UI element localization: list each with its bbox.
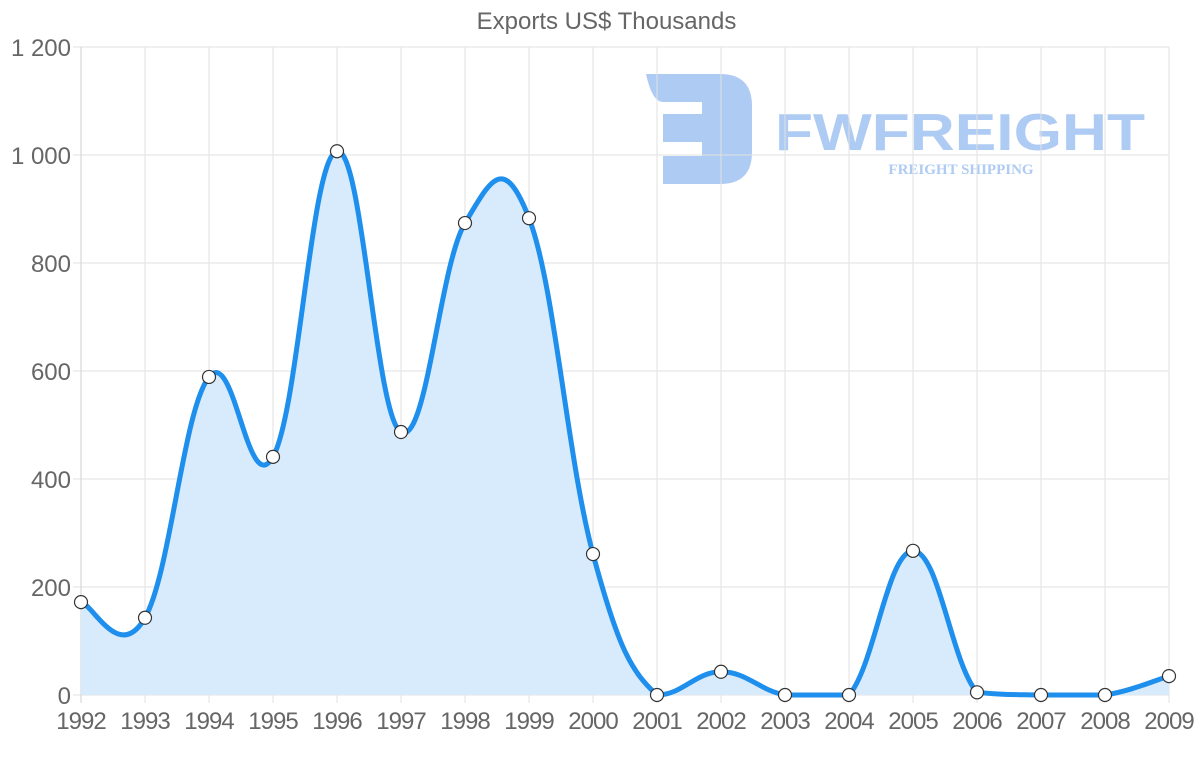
y-tick-label: 400	[31, 467, 71, 494]
x-tick-label: 1996	[312, 708, 362, 735]
x-tick-label: 1993	[120, 708, 170, 735]
x-tick-label: 2007	[1016, 708, 1066, 735]
x-tick-label: 1999	[504, 708, 554, 735]
data-point-marker[interactable]	[457, 215, 473, 231]
chart-title: Exports US$ Thousands	[476, 8, 737, 35]
watermark-brand: FWFREIGHT	[775, 104, 1145, 162]
x-tick-label: 2003	[760, 708, 810, 735]
y-tick-label: 800	[31, 251, 71, 278]
x-tick-label: 1997	[376, 708, 426, 735]
logo-mark-icon	[646, 74, 752, 184]
series-line	[78, 148, 1172, 698]
data-point-marker[interactable]	[137, 610, 153, 625]
y-tick-label: 1 000	[11, 143, 71, 170]
x-tick-label: 2005	[888, 708, 938, 735]
y-tick-label: 600	[31, 359, 71, 386]
x-tick-label: 2008	[1080, 708, 1130, 735]
y-axis: 0 200 400 600 800 1 000 1 200	[11, 35, 71, 710]
data-point-marker[interactable]	[841, 687, 857, 703]
data-point-marker[interactable]	[1033, 687, 1049, 703]
data-point-marker[interactable]	[649, 687, 665, 703]
data-points	[73, 144, 1177, 703]
x-tick-label: 2009	[1144, 708, 1194, 735]
data-point-marker[interactable]	[905, 543, 921, 558]
watermark-logo: FWFREIGHT FREIGHT SHIPPING	[646, 74, 1145, 184]
x-tick-label: 2000	[568, 708, 618, 735]
data-point-marker[interactable]	[969, 685, 985, 700]
data-point-marker[interactable]	[1097, 687, 1113, 703]
x-axis: 1992 1993 1994 1995 1996 1997 1998 1999 2000 2001…	[56, 708, 1195, 735]
x-tick-label: 2006	[952, 708, 1002, 735]
data-point-marker[interactable]	[201, 369, 217, 385]
data-point-marker[interactable]	[265, 449, 281, 464]
watermark-tagline: FREIGHT SHIPPING	[888, 162, 1033, 178]
data-point-marker[interactable]	[393, 424, 409, 440]
y-tick-label: 1 200	[11, 35, 71, 62]
series-area-fill	[81, 151, 1169, 695]
y-tick-label: 200	[31, 575, 71, 602]
x-tick-label: 1998	[440, 708, 490, 735]
data-point-marker[interactable]	[777, 687, 793, 703]
data-point-marker[interactable]	[521, 211, 537, 226]
data-point-marker[interactable]	[1161, 668, 1177, 684]
x-tick-label: 1994	[184, 708, 234, 735]
x-tick-label: 2001	[632, 708, 682, 735]
data-point-marker[interactable]	[585, 546, 601, 562]
y-tick-label: 0	[58, 683, 71, 710]
data-point-marker[interactable]	[329, 144, 345, 159]
x-tick-label: 1995	[248, 708, 298, 735]
x-tick-label: 1992	[56, 708, 106, 735]
x-tick-label: 2004	[824, 708, 874, 735]
data-point-marker[interactable]	[713, 664, 729, 679]
x-tick-label: 2002	[696, 708, 746, 735]
data-point-marker[interactable]	[73, 595, 89, 610]
